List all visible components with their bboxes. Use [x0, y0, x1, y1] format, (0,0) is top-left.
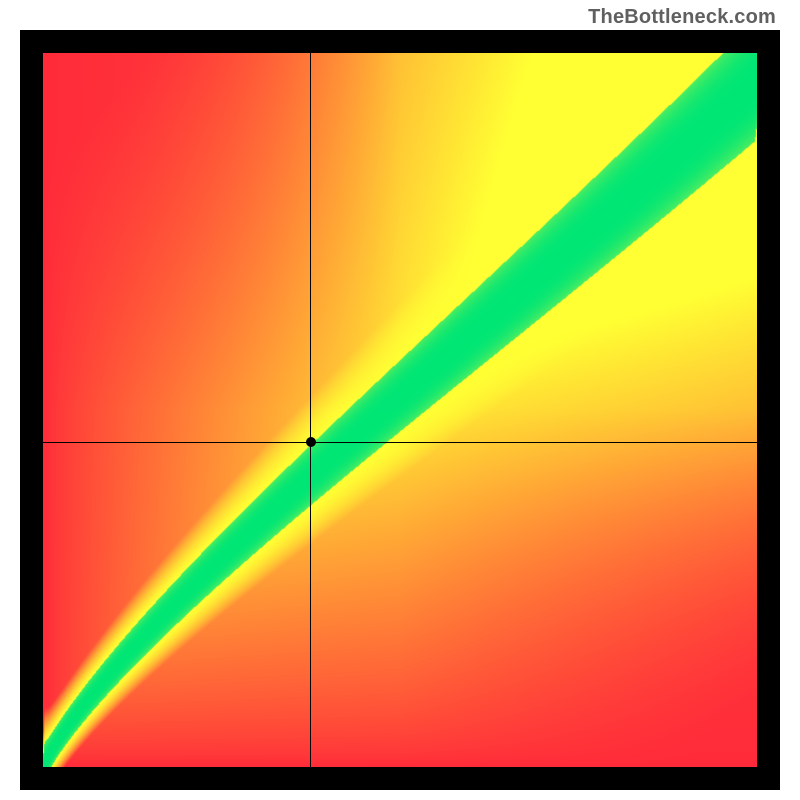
outer-frame — [20, 30, 780, 790]
crosshair-vertical — [310, 53, 311, 767]
heatmap-canvas — [43, 53, 757, 767]
attribution-text: TheBottleneck.com — [588, 6, 776, 29]
crosshair-horizontal — [43, 442, 757, 443]
chart-container: TheBottleneck.com — [0, 0, 800, 800]
crosshair-point — [306, 437, 316, 447]
plot-area — [43, 53, 757, 767]
